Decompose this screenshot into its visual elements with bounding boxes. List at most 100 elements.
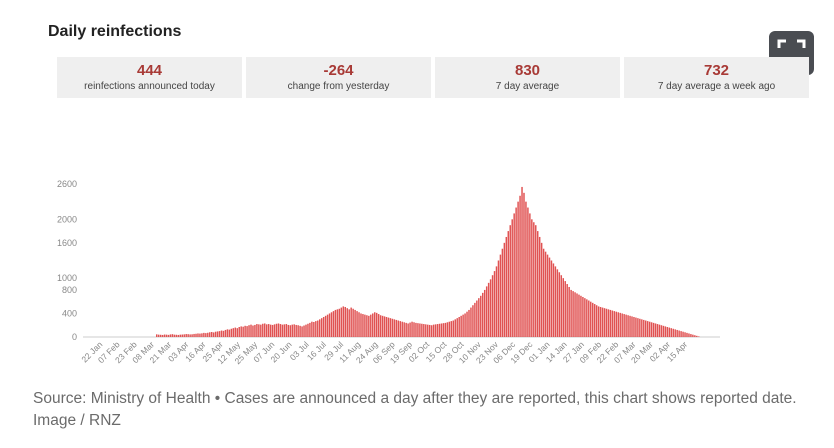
bar — [389, 318, 392, 337]
bar — [397, 320, 400, 337]
bar — [317, 320, 319, 337]
bar — [607, 309, 610, 337]
bar — [664, 326, 667, 337]
bar — [264, 323, 266, 337]
bar — [203, 332, 205, 337]
bar — [639, 318, 641, 337]
bar — [688, 333, 690, 337]
bar — [458, 316, 460, 337]
stat-label: reinfections announced today — [84, 81, 215, 92]
bar — [535, 225, 537, 337]
bar — [698, 336, 700, 337]
bar — [177, 334, 180, 337]
bar — [262, 323, 264, 337]
bar — [619, 312, 621, 337]
bar — [580, 295, 582, 337]
bar — [409, 322, 411, 337]
bar — [556, 269, 559, 337]
stat-label: 7 day average — [495, 81, 560, 92]
bar — [187, 334, 189, 337]
bar — [690, 334, 692, 337]
bar — [381, 315, 384, 337]
bar — [509, 225, 511, 337]
bar — [161, 334, 164, 337]
bar — [340, 307, 343, 337]
bar — [228, 329, 231, 337]
bar — [684, 332, 686, 337]
bar — [201, 333, 203, 337]
bar — [460, 315, 462, 337]
bar — [564, 281, 566, 337]
bar — [185, 334, 187, 337]
bar — [468, 309, 470, 337]
bar — [157, 334, 160, 337]
bar — [291, 324, 293, 337]
bar — [538, 236, 541, 337]
y-tick-label: 0 — [72, 332, 77, 342]
bar — [550, 260, 553, 337]
bar — [438, 323, 441, 337]
bar — [275, 323, 278, 337]
bar — [356, 311, 358, 337]
stat-seven-day-average-week-ago: 732 7 day average a week ago — [624, 57, 809, 98]
bar — [322, 316, 325, 337]
stat-value: 732 — [703, 62, 730, 79]
bar — [645, 320, 647, 337]
bar — [368, 315, 370, 337]
bar — [462, 314, 464, 337]
y-tick-label: 2000 — [57, 214, 77, 224]
bar — [660, 325, 663, 337]
bar — [403, 322, 405, 337]
y-tick-label: 2600 — [57, 179, 77, 189]
bar — [546, 254, 549, 337]
bar — [483, 289, 486, 337]
bar — [558, 272, 561, 337]
stat-value: 830 — [514, 62, 541, 79]
bar — [662, 325, 665, 337]
bar — [159, 334, 162, 337]
bar — [244, 325, 246, 337]
bar — [295, 324, 297, 337]
y-tick-label: 400 — [62, 308, 77, 318]
bar — [320, 318, 323, 337]
bar — [179, 334, 182, 337]
bar — [576, 293, 578, 337]
bar — [301, 326, 303, 337]
bar — [283, 324, 286, 337]
bar — [650, 322, 653, 337]
bar — [531, 219, 533, 337]
bar — [489, 279, 492, 337]
bar — [281, 324, 284, 337]
bar — [529, 213, 531, 337]
bar — [191, 334, 193, 337]
bar — [631, 316, 633, 337]
bar — [501, 248, 504, 337]
bar — [617, 312, 619, 337]
bar — [672, 328, 674, 337]
bar — [613, 311, 616, 337]
bar — [273, 324, 276, 337]
bar — [395, 319, 398, 337]
bar — [621, 313, 623, 337]
bar — [189, 334, 191, 337]
bar — [373, 312, 376, 337]
bar — [593, 304, 596, 337]
bar — [643, 319, 645, 337]
bar — [485, 286, 488, 337]
stat-label: 7 day average a week ago — [657, 81, 776, 92]
bar — [476, 300, 478, 337]
bar — [258, 324, 260, 337]
stat-value: 444 — [136, 62, 163, 79]
bar — [383, 316, 386, 337]
bar — [252, 325, 254, 337]
bar — [267, 324, 270, 337]
source-caption: Source: Ministry of Health • Cases are a… — [33, 390, 797, 429]
bar — [641, 319, 643, 337]
bar — [523, 192, 525, 337]
bar — [171, 334, 174, 337]
bar — [169, 334, 172, 337]
bar — [232, 328, 235, 337]
bar — [595, 305, 598, 337]
bar — [350, 307, 352, 337]
bar — [554, 266, 557, 337]
